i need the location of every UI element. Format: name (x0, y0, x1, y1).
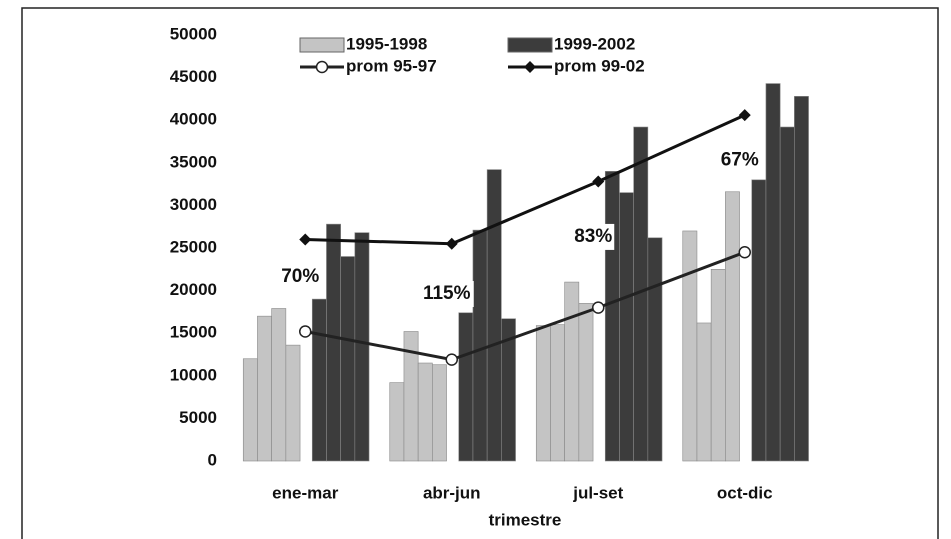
bar (285, 344, 301, 462)
marker (445, 353, 458, 366)
marker (738, 246, 751, 259)
bar (619, 192, 634, 462)
y-tick-label: 35000 (170, 152, 217, 171)
x-axis-label: trimestre (489, 510, 562, 529)
bar (794, 96, 809, 462)
annotation: 70% (281, 266, 319, 287)
bar (578, 303, 594, 462)
bar (417, 362, 433, 462)
bar (432, 364, 447, 462)
bar (751, 179, 767, 462)
marker (592, 175, 605, 188)
x-tick-label: jul-set (572, 483, 623, 502)
y-tick-label: 20000 (170, 280, 217, 299)
annotation-box (419, 281, 474, 308)
marker (445, 237, 458, 250)
y-tick-label: 15000 (170, 323, 217, 342)
legend-marker (524, 61, 536, 73)
y-tick-label: 40000 (170, 110, 217, 129)
line (305, 113, 746, 246)
marker (592, 301, 605, 314)
y-tick-label: 25000 (170, 237, 217, 256)
bar (550, 324, 565, 462)
bar (535, 325, 551, 462)
bar (242, 358, 258, 462)
annotation-box (572, 223, 615, 250)
legend-label: 1995-1998 (346, 34, 427, 53)
annotation: 83% (574, 226, 612, 247)
bar (779, 126, 795, 462)
bar (486, 169, 502, 462)
y-tick-label: 45000 (170, 67, 217, 86)
bar (725, 191, 740, 462)
bar (311, 298, 327, 462)
bar (257, 315, 272, 462)
x-tick-label: oct-dic (717, 483, 773, 502)
bar (458, 312, 474, 462)
legend-swatch (299, 37, 345, 53)
bar (696, 322, 712, 462)
y-tick-label: 50000 (170, 24, 217, 43)
bar (326, 223, 341, 462)
bar (682, 230, 698, 462)
annotation: 67% (721, 149, 759, 170)
legend-label: prom 99-02 (554, 56, 645, 75)
y-tick-label: 0 (208, 450, 217, 469)
legend-marker (315, 60, 329, 74)
x-tick-label: abr-jun (423, 483, 481, 502)
frame (21, 7, 939, 539)
bar (647, 237, 663, 462)
bar (389, 382, 405, 462)
y-tick-label: 10000 (170, 365, 217, 384)
bar (564, 281, 580, 462)
x-tick-label: ene-mar (272, 483, 339, 502)
bar (501, 318, 516, 462)
marker (738, 109, 751, 122)
y-tick-label: 5000 (179, 408, 217, 427)
bar (340, 256, 356, 462)
bar (354, 232, 370, 462)
legend-swatch (507, 37, 553, 53)
line (304, 250, 746, 362)
annotation-box (718, 147, 761, 174)
marker (299, 325, 312, 338)
legend-label: 1999-2002 (554, 34, 635, 53)
annotation: 115% (423, 283, 471, 304)
bar (604, 171, 620, 462)
annotation-box (279, 263, 322, 290)
legend-label: prom 95-97 (346, 56, 437, 75)
bar (472, 229, 488, 462)
bar (710, 268, 726, 462)
marker (299, 233, 312, 246)
y-tick-label: 30000 (170, 195, 217, 214)
bar (271, 308, 287, 462)
bar (765, 83, 781, 462)
